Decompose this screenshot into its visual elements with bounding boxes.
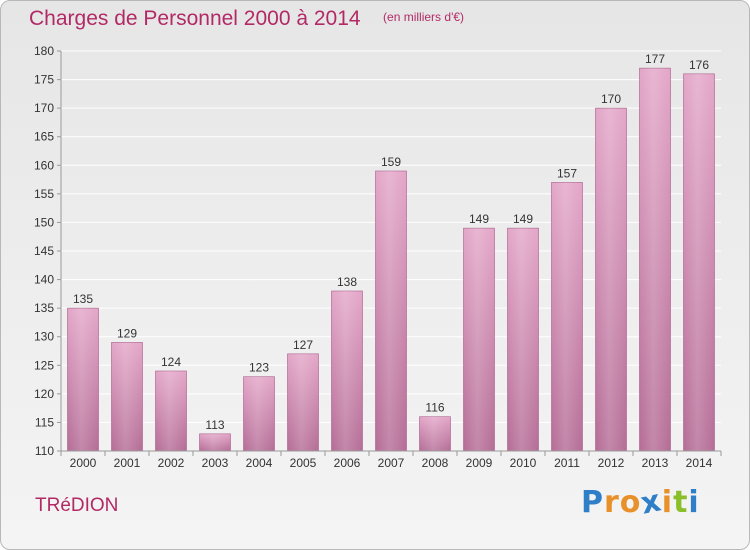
x-tick-label: 2006 xyxy=(334,456,361,470)
y-tick-label: 140 xyxy=(34,273,54,287)
bar-highlight xyxy=(595,108,627,452)
commune-name: TRéDION xyxy=(35,495,119,516)
x-tick-label: 2001 xyxy=(114,456,141,470)
x-tick-label: 2002 xyxy=(158,456,185,470)
logo-letter: i xyxy=(688,485,700,520)
x-tick-label: 2011 xyxy=(554,456,580,470)
bar-highlight xyxy=(155,371,187,451)
y-tick-label: 135 xyxy=(34,301,54,315)
y-tick-label: 110 xyxy=(35,444,54,458)
x-axis: 2000 2001 2002 2003 2004 2005 2006 2007 2008 2009… xyxy=(60,450,722,470)
y-tick-label: 150 xyxy=(34,215,54,229)
bar-highlight xyxy=(67,308,99,451)
logo-letter: r xyxy=(604,485,620,520)
bar-highlight xyxy=(639,68,671,452)
x-tick-label: 2010 xyxy=(510,456,537,470)
data-label: 129 xyxy=(117,326,137,340)
data-label: 149 xyxy=(469,212,489,226)
data-label: 113 xyxy=(205,418,224,432)
logo-letter: P xyxy=(581,485,604,520)
bar-highlight xyxy=(243,376,275,451)
data-label: 123 xyxy=(249,361,269,375)
y-tick-label: 160 xyxy=(34,158,54,172)
bar-highlight xyxy=(111,342,143,451)
x-tick-label: 2004 xyxy=(246,456,273,470)
bar-highlight xyxy=(375,171,407,451)
bar-highlight xyxy=(419,416,451,451)
chart-title: Charges de Personnel 2000 à 2014 xyxy=(29,7,361,30)
proxiti-logo[interactable]: Proxiti xyxy=(581,483,700,521)
bar-highlight xyxy=(551,182,583,451)
data-label: 116 xyxy=(425,401,444,415)
y-tick-label: 165 xyxy=(34,130,54,144)
bar-highlight xyxy=(463,228,495,451)
logo-letter: t xyxy=(673,485,689,520)
x-tick-label: 2007 xyxy=(378,456,405,470)
x-tick-label: 2012 xyxy=(598,456,625,470)
y-tick-label: 130 xyxy=(34,330,54,344)
x-tick-label: 2014 xyxy=(686,456,713,470)
y-axis: 110 115 120 125 130 135 140 145 150 155 160 165 170 1… xyxy=(34,44,62,458)
logo-letter: i xyxy=(661,485,674,520)
bar-highlight xyxy=(287,353,319,451)
y-tick-label: 170 xyxy=(34,101,54,115)
y-tick-label: 155 xyxy=(34,187,54,201)
data-label: 170 xyxy=(601,92,621,106)
data-label: 157 xyxy=(557,166,577,180)
x-tick-label: 2005 xyxy=(290,456,317,470)
logo-letter: o xyxy=(619,485,642,520)
data-label: 127 xyxy=(293,338,313,352)
x-tick-label: 2013 xyxy=(642,456,669,470)
x-tick-label: 2009 xyxy=(466,456,493,470)
bar-highlight xyxy=(507,228,539,451)
x-tick-label: 2000 xyxy=(70,456,97,470)
y-tick-label: 180 xyxy=(34,44,54,58)
data-label: 149 xyxy=(513,212,533,226)
bar-highlight xyxy=(331,291,363,451)
y-tick-label: 120 xyxy=(34,387,54,401)
y-tick-label: 115 xyxy=(35,415,54,429)
data-label: 138 xyxy=(337,275,357,289)
y-tick-label: 125 xyxy=(34,358,54,372)
y-tick-label: 175 xyxy=(34,73,54,87)
x-tick-label: 2003 xyxy=(202,456,229,470)
title-row: Charges de Personnel 2000 à 2014 (en mil… xyxy=(29,7,464,31)
bar-highlight xyxy=(199,433,231,451)
y-tick-label: 145 xyxy=(34,244,54,258)
bar-highlight xyxy=(683,73,715,451)
data-label: 159 xyxy=(381,155,401,169)
data-label: 177 xyxy=(645,52,665,66)
data-label: 124 xyxy=(161,355,181,369)
chart-subtitle: (en milliers d'€) xyxy=(383,10,465,24)
data-label: 135 xyxy=(73,292,93,306)
x-tick-label: 2008 xyxy=(422,456,449,470)
bars: 135 129 124 113 123 127 138 159 116 149 149 157 170 1… xyxy=(67,52,715,452)
data-label: 176 xyxy=(689,58,709,72)
